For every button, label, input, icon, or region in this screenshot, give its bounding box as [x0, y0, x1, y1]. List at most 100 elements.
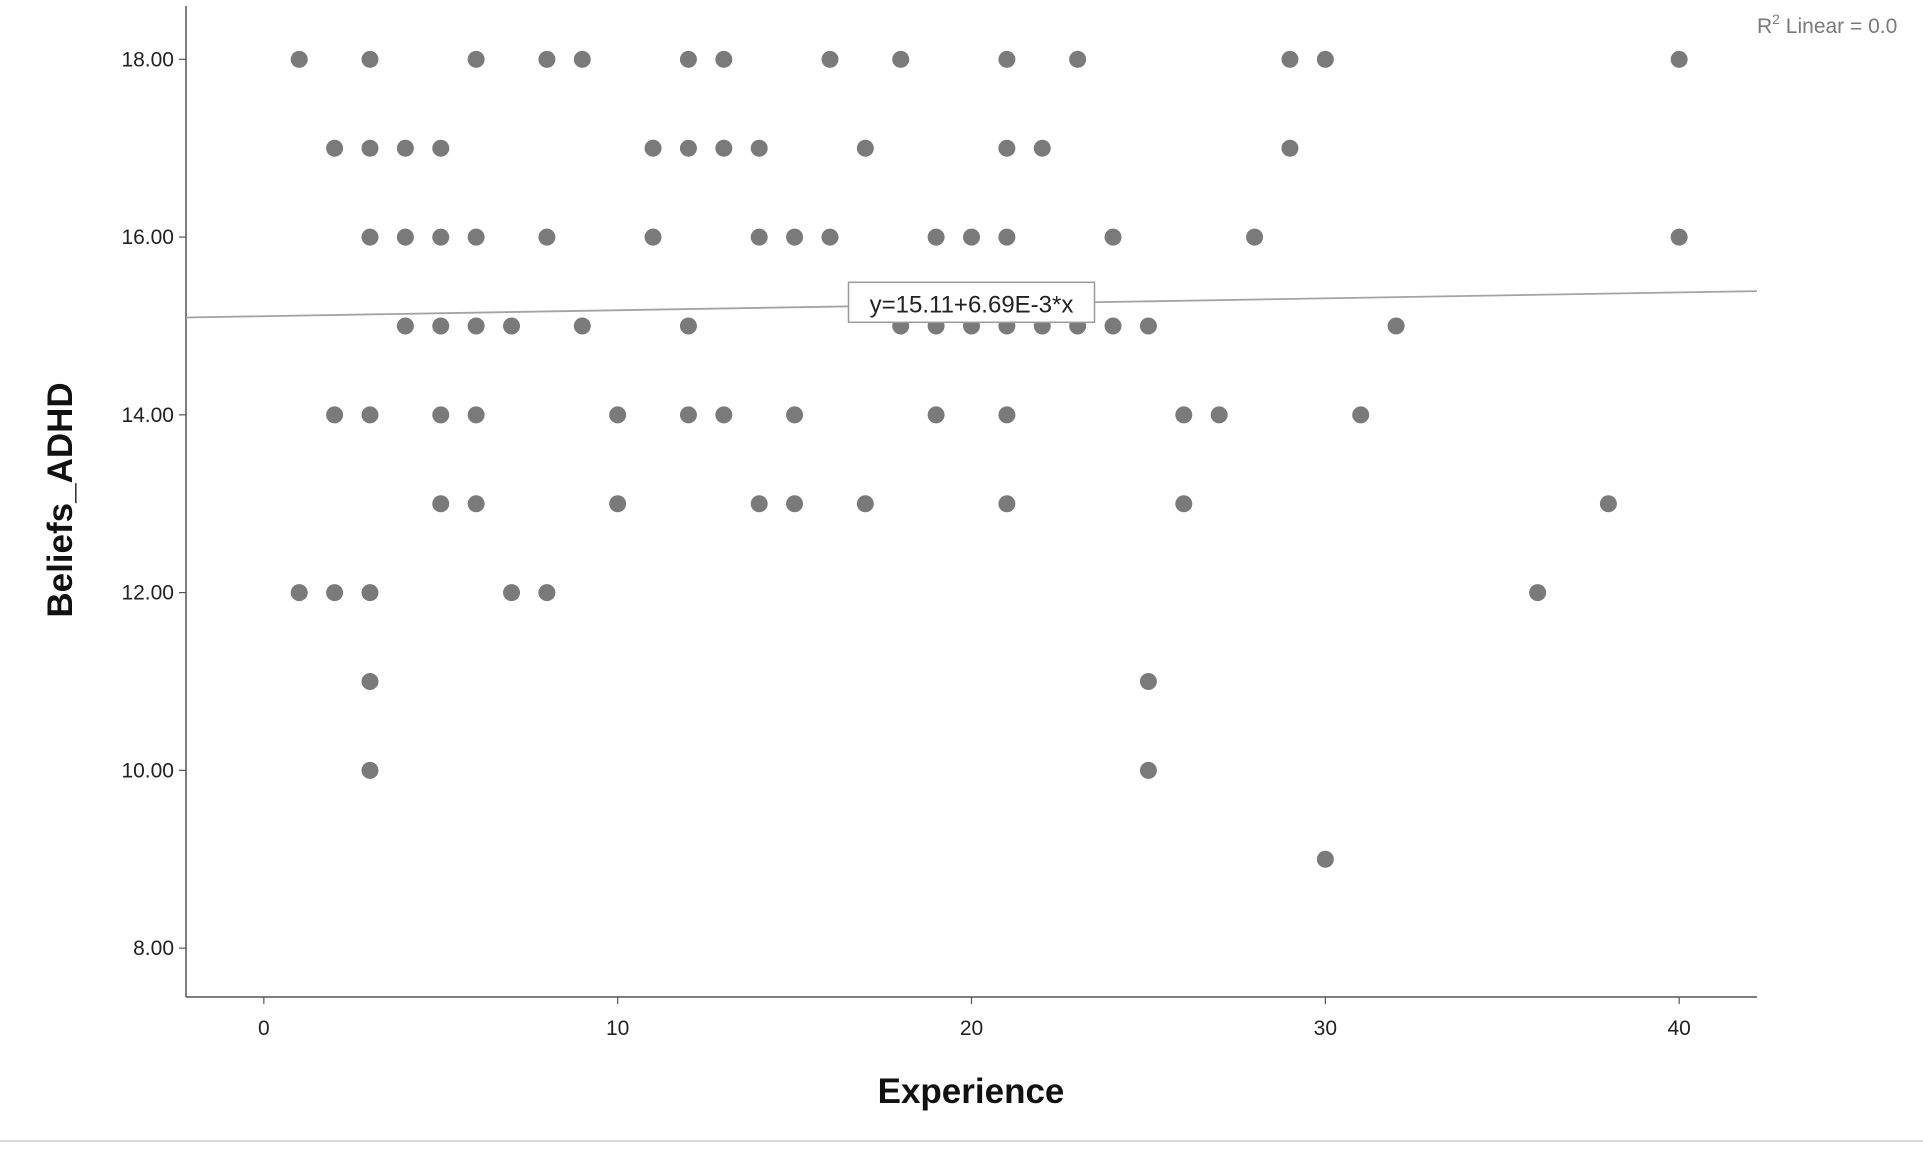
data-point — [715, 139, 733, 157]
fit-line-label: y=15.11+6.69E-3*x — [847, 281, 1096, 324]
x-tick-label: 20 — [960, 1017, 983, 1040]
data-point — [1104, 228, 1122, 246]
points-layer — [290, 50, 1688, 868]
data-point — [715, 406, 733, 424]
y-axis-title: Beliefs_ADHD — [41, 382, 80, 617]
r2-superscript: 2 — [1772, 11, 1780, 27]
data-point — [573, 317, 591, 335]
data-point — [998, 495, 1016, 513]
data-point — [786, 228, 804, 246]
data-point — [821, 50, 839, 68]
data-point — [1246, 228, 1264, 246]
x-tick-label: 40 — [1667, 1017, 1690, 1040]
data-point — [361, 139, 379, 157]
data-point — [503, 584, 521, 602]
x-tick-label: 30 — [1314, 1017, 1337, 1040]
data-point — [856, 495, 874, 513]
data-point — [998, 228, 1016, 246]
data-point — [644, 228, 662, 246]
data-point — [927, 406, 945, 424]
y-tick-label: 12.00 — [121, 582, 174, 605]
y-tick-label: 8.00 — [133, 937, 174, 960]
data-point — [1281, 50, 1299, 68]
x-tick-label: 0 — [258, 1017, 270, 1040]
data-point — [679, 139, 697, 157]
data-point — [1069, 50, 1087, 68]
data-point — [361, 584, 379, 602]
data-point — [1670, 228, 1688, 246]
data-point — [467, 495, 485, 513]
data-point — [609, 406, 627, 424]
data-point — [1139, 761, 1157, 779]
data-point — [679, 317, 697, 335]
data-point — [750, 495, 768, 513]
data-point — [467, 228, 485, 246]
r2-linear-label: R2 Linear = 0.0 — [1757, 11, 1897, 38]
data-point — [396, 317, 414, 335]
data-point — [786, 495, 804, 513]
data-point — [538, 584, 556, 602]
data-point — [1033, 139, 1051, 157]
data-point — [856, 139, 874, 157]
data-point — [1175, 495, 1193, 513]
y-tick-label: 10.00 — [121, 759, 174, 782]
data-point — [503, 317, 521, 335]
data-point — [1139, 317, 1157, 335]
fit-line-label-text: y=15.11+6.69E-3*x — [870, 291, 1074, 318]
data-point — [396, 228, 414, 246]
data-point — [1387, 317, 1405, 335]
fit-line-label-box — [847, 281, 1096, 324]
data-point — [432, 228, 450, 246]
data-point — [361, 761, 379, 779]
y-tick-label: 16.00 — [121, 226, 174, 249]
data-point — [467, 406, 485, 424]
data-point — [326, 406, 344, 424]
y-axis-ticks: 8.00 10.00 12.00 14.00 16.00 18.00 — [121, 48, 186, 960]
data-point — [467, 317, 485, 335]
data-point — [1139, 672, 1157, 690]
r2-rest: Linear = 0.0 — [1780, 15, 1897, 38]
data-point — [361, 50, 379, 68]
data-point — [1599, 495, 1617, 513]
data-point — [1104, 317, 1122, 335]
x-tick-label: 10 — [606, 1017, 629, 1040]
data-point — [467, 50, 485, 68]
data-point — [786, 406, 804, 424]
data-point — [290, 584, 308, 602]
data-point — [1175, 406, 1193, 424]
y-tick-label: 18.00 — [121, 48, 174, 71]
data-point — [892, 50, 910, 68]
data-point — [538, 228, 556, 246]
data-point — [1316, 850, 1334, 868]
data-point — [609, 495, 627, 513]
data-point — [715, 50, 733, 68]
data-point — [538, 50, 556, 68]
data-point — [927, 228, 945, 246]
data-point — [750, 228, 768, 246]
data-point — [1529, 584, 1547, 602]
data-point — [396, 139, 414, 157]
x-axis-ticks: 0 10 20 30 40 — [258, 997, 1691, 1040]
data-point — [361, 406, 379, 424]
data-point — [998, 139, 1016, 157]
data-point — [361, 228, 379, 246]
data-point — [998, 406, 1016, 424]
data-point — [1316, 50, 1334, 68]
data-point — [1352, 406, 1370, 424]
data-point — [361, 672, 379, 690]
r2-letter: R — [1757, 15, 1772, 38]
data-point — [998, 50, 1016, 68]
data-point — [432, 406, 450, 424]
data-point — [679, 406, 697, 424]
data-point — [432, 317, 450, 335]
data-point — [1210, 406, 1228, 424]
data-point — [326, 139, 344, 157]
x-axis-title: Experience — [878, 1072, 1065, 1111]
data-point — [963, 228, 980, 246]
data-point — [432, 139, 450, 157]
data-point — [1670, 50, 1688, 68]
data-point — [326, 584, 344, 602]
data-point — [679, 50, 697, 68]
